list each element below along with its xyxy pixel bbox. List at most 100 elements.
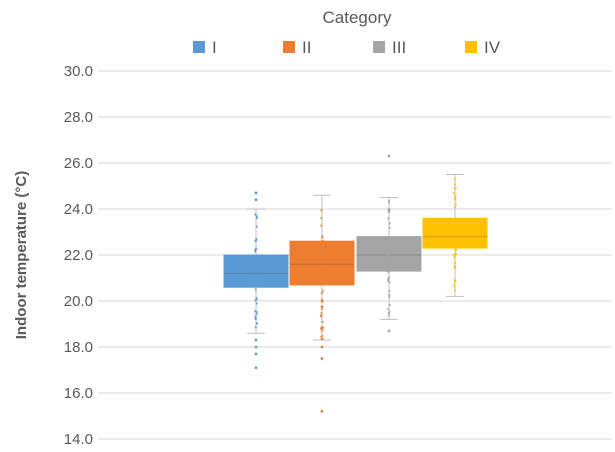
- legend-swatch: [283, 41, 295, 53]
- data-point: [320, 312, 323, 315]
- data-point: [387, 201, 391, 204]
- y-tick-label: 18.0: [64, 339, 93, 356]
- data-point: [453, 225, 456, 229]
- data-point: [254, 270, 257, 273]
- data-point: [453, 231, 457, 234]
- data-point: [454, 253, 458, 256]
- data-point: [321, 260, 324, 263]
- data-point: [453, 265, 457, 268]
- data-point: [321, 243, 324, 246]
- data-point: [320, 329, 323, 332]
- box-III: [356, 154, 422, 333]
- data-point: [254, 257, 257, 260]
- y-tick-label: 16.0: [64, 385, 93, 402]
- outlier-point: [254, 366, 258, 370]
- data-point: [387, 208, 390, 211]
- data-point: [388, 222, 391, 225]
- data-point: [255, 313, 258, 316]
- legend: I II III IV: [193, 38, 501, 57]
- outlier-point: [320, 410, 324, 413]
- data-point: [320, 248, 323, 251]
- data-point: [386, 278, 390, 281]
- data-point: [255, 302, 258, 305]
- data-point: [454, 196, 457, 199]
- data-point: [321, 239, 324, 242]
- data-point: [387, 257, 390, 260]
- data-point: [254, 264, 257, 267]
- data-point: [319, 315, 323, 318]
- data-point: [254, 262, 258, 265]
- data-point: [388, 251, 392, 255]
- data-point: [321, 235, 324, 238]
- data-point: [453, 220, 456, 224]
- data-point: [386, 270, 390, 273]
- data-point: [321, 334, 324, 337]
- legend-label: III: [392, 38, 406, 57]
- outlier-point: [320, 357, 324, 360]
- data-point: [320, 298, 324, 301]
- data-point: [453, 236, 456, 239]
- data-point: [387, 217, 390, 220]
- data-point: [453, 187, 456, 190]
- data-point: [320, 280, 323, 283]
- data-point: [255, 216, 258, 220]
- legend-label: I: [212, 38, 217, 57]
- data-point: [387, 245, 390, 248]
- legend-label: IV: [484, 38, 501, 57]
- data-point: [254, 288, 257, 291]
- boxes: [223, 154, 488, 413]
- data-point: [254, 276, 257, 279]
- data-point: [321, 327, 324, 331]
- data-point: [387, 268, 390, 272]
- legend-swatch: [465, 41, 477, 53]
- data-point: [387, 307, 390, 311]
- outlier-point: [254, 352, 258, 356]
- data-point: [454, 240, 457, 243]
- data-point: [255, 310, 259, 314]
- y-tick-label: 14.0: [64, 431, 93, 448]
- data-point: [321, 337, 324, 340]
- data-point: [255, 247, 258, 250]
- legend-title: Category: [323, 8, 392, 27]
- data-point: [388, 240, 391, 244]
- data-point: [320, 216, 323, 220]
- data-point: [320, 269, 323, 272]
- data-point: [320, 326, 323, 330]
- data-point: [453, 284, 456, 287]
- data-point: [388, 226, 391, 229]
- y-tick-label: 28.0: [64, 109, 93, 126]
- data-point: [454, 249, 457, 252]
- data-point: [320, 224, 323, 227]
- outlier-point: [254, 191, 258, 195]
- data-point: [388, 289, 391, 293]
- data-point: [254, 273, 257, 276]
- data-point: [454, 178, 457, 181]
- data-point: [387, 235, 390, 238]
- data-point: [254, 213, 257, 216]
- data-point: [453, 289, 456, 292]
- data-point: [255, 280, 258, 283]
- data-point: [386, 279, 390, 283]
- data-point: [453, 241, 456, 244]
- data-point: [388, 262, 391, 265]
- data-point: [452, 191, 456, 194]
- data-point: [387, 264, 390, 267]
- data-point: [321, 290, 324, 293]
- data-point: [388, 303, 391, 306]
- y-axis-label: Indoor temperature (°C): [13, 171, 30, 340]
- legend-label: II: [302, 38, 311, 57]
- data-point: [254, 250, 257, 253]
- data-point: [254, 315, 257, 318]
- data-point: [255, 225, 259, 228]
- data-point: [320, 275, 323, 278]
- data-point: [454, 198, 457, 202]
- outlier-point: [254, 338, 258, 342]
- gridlines: [98, 70, 612, 440]
- data-point: [254, 317, 257, 320]
- data-point: [387, 259, 390, 262]
- y-tick-label: 22.0: [64, 247, 93, 264]
- data-point: [454, 223, 458, 226]
- y-tick-label: 30.0: [64, 63, 93, 80]
- data-point: [321, 273, 324, 276]
